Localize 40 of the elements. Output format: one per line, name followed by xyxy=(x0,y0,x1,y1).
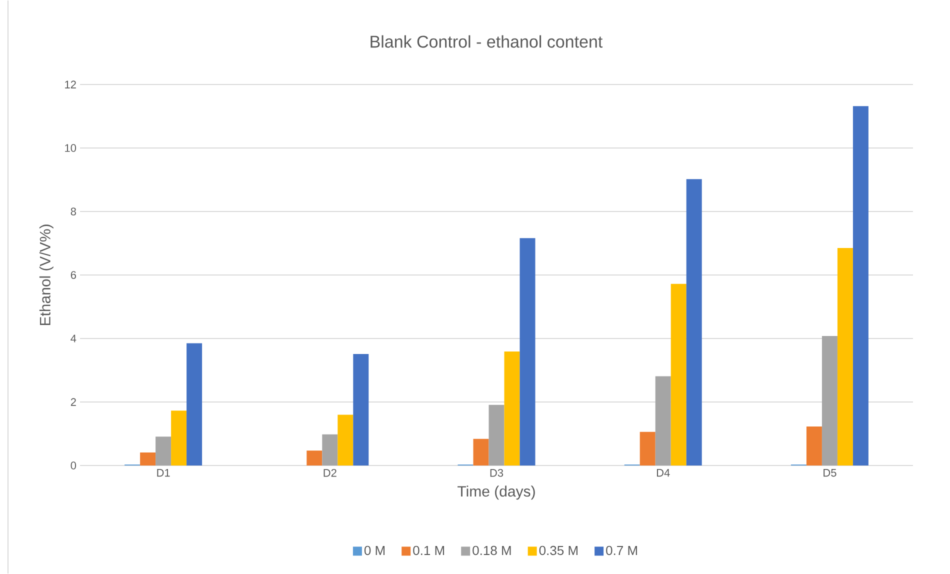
bar xyxy=(353,354,369,466)
y-axis-title: Ethanol (V/V%) xyxy=(39,224,54,326)
bar xyxy=(171,410,187,466)
y-tick-label: 0 xyxy=(70,462,76,470)
bar xyxy=(504,352,520,466)
legend-label: 0.35 M xyxy=(539,546,578,556)
bar xyxy=(520,238,536,466)
bar xyxy=(488,404,504,466)
bar xyxy=(338,414,354,466)
chart-title: Blank Control - ethanol content xyxy=(370,35,603,48)
y-tick-label: 12 xyxy=(65,80,76,88)
bar xyxy=(186,343,202,466)
bar xyxy=(156,436,172,466)
x-axis-title: Time (days) xyxy=(458,486,535,500)
legend-label: 0 M xyxy=(364,546,385,556)
y-tick-label: 4 xyxy=(70,334,76,342)
bar xyxy=(822,336,838,466)
bar xyxy=(322,434,338,466)
x-tick-label: D5 xyxy=(824,469,836,477)
x-tick-label: D1 xyxy=(157,469,170,477)
bar xyxy=(140,452,156,466)
legend-label: 0.18 M xyxy=(472,546,511,556)
legend-label: 0.7 M xyxy=(606,546,637,556)
bar xyxy=(670,284,686,466)
y-tick-label: 8 xyxy=(70,208,76,216)
y-tick-label: 6 xyxy=(70,271,76,279)
bar xyxy=(473,438,489,466)
bar xyxy=(306,450,322,466)
bar xyxy=(655,376,671,466)
bar xyxy=(686,179,702,466)
x-tick-label: D4 xyxy=(656,469,670,477)
y-tick-label: 10 xyxy=(65,144,76,152)
x-tick-label: D2 xyxy=(324,469,336,477)
legend-label: 0.1 M xyxy=(413,546,444,556)
bar xyxy=(852,106,868,466)
y-tick-label: 2 xyxy=(70,398,76,406)
x-tick-label: D3 xyxy=(490,469,504,477)
bar xyxy=(837,248,853,466)
bar xyxy=(640,432,656,466)
bar xyxy=(806,426,822,466)
